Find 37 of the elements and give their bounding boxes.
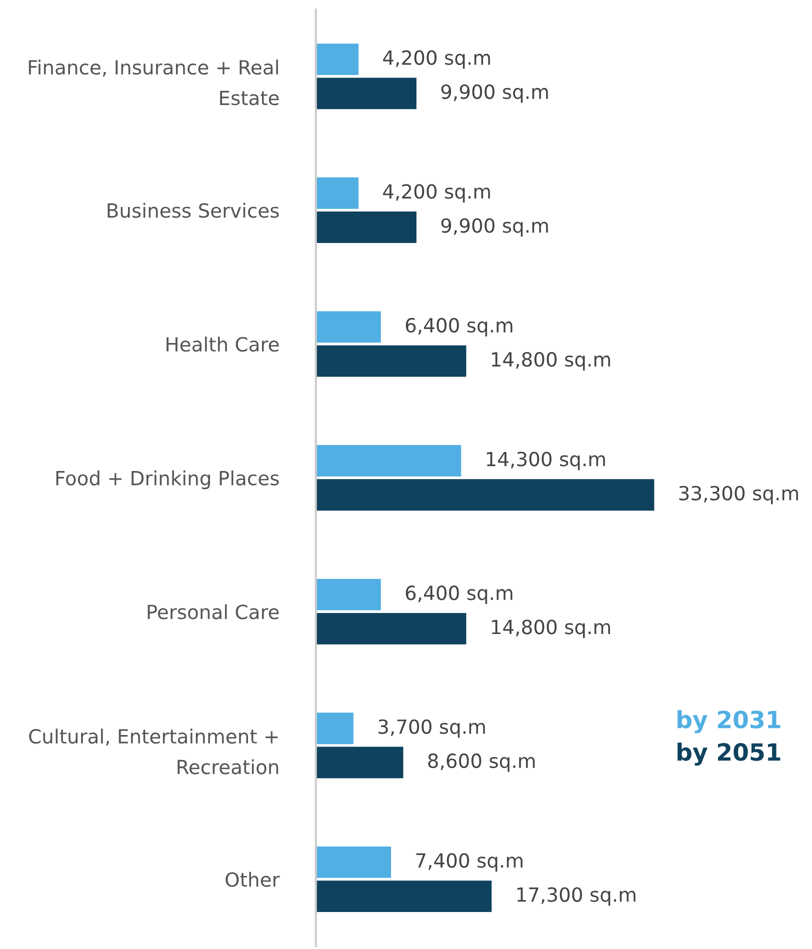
bar xyxy=(316,44,359,76)
y-tick-label: Cultural, Entertainment + Recreation xyxy=(29,728,278,774)
text: by 2051 xyxy=(678,742,780,766)
bar xyxy=(316,880,492,912)
y-tick-label: Personal Care xyxy=(148,604,279,620)
bar xyxy=(316,345,466,377)
bar xyxy=(316,578,381,610)
y-tick-label: Business Services xyxy=(108,202,279,218)
data-label: 3,700 sq.m xyxy=(378,719,485,738)
bar xyxy=(316,177,359,209)
text: by 2031 xyxy=(678,710,780,734)
data-label: 6,400 sq.m xyxy=(406,318,512,336)
bar xyxy=(316,78,416,110)
data-label: 9,900 sq.m xyxy=(441,218,548,237)
data-label: 4,200 sq.m xyxy=(383,184,490,203)
bar xyxy=(316,846,392,878)
bar xyxy=(316,212,416,243)
y-tick-label: Other xyxy=(226,872,280,887)
y-tick-label: Health Care xyxy=(166,336,279,352)
data-label: 7,400 sq.m xyxy=(416,853,522,872)
data-label: 14,800 sq.m xyxy=(492,620,610,638)
data-label: 8,600 sq.m xyxy=(428,753,535,772)
data-label: 33,300 sq.m xyxy=(679,486,798,504)
data-label: 9,900 sq.m xyxy=(441,84,548,103)
data-label: 6,400 sq.m xyxy=(406,586,512,604)
y-tick-label: Food + Drinking Places xyxy=(56,470,279,490)
bar xyxy=(316,712,354,744)
data-label: 4,200 sq.m xyxy=(383,50,490,69)
bar xyxy=(316,612,466,644)
data-label: 14,300 sq.m xyxy=(486,452,605,470)
data-label: 17,300 sq.m xyxy=(517,887,636,906)
bar xyxy=(316,311,381,343)
y-tick-label: Finance, Insurance + Real Estate xyxy=(28,60,279,106)
bar xyxy=(316,479,654,511)
data-label: 14,800 sq.m xyxy=(492,352,610,370)
bar xyxy=(316,746,404,778)
bar xyxy=(316,445,462,476)
